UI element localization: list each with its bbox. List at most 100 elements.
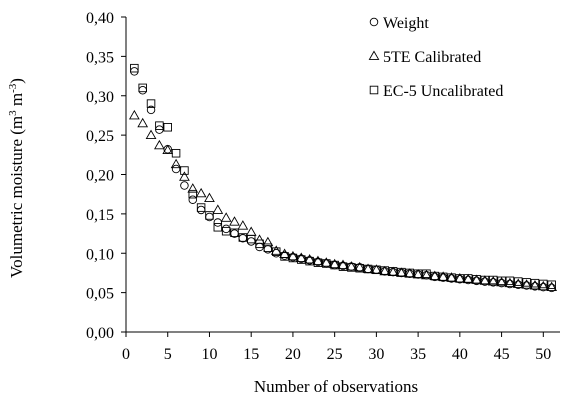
data-point-triangle — [154, 139, 165, 150]
data-point-square — [313, 258, 323, 267]
x-axis-title: Number of observations — [254, 377, 418, 396]
legend-triangle-marker — [368, 50, 380, 60]
data-point-square — [355, 263, 364, 273]
data-point-triangle — [546, 281, 558, 292]
data-point-square — [463, 274, 473, 283]
data-point-square — [138, 83, 147, 93]
data-point-square — [522, 278, 531, 287]
x-tick-label: 5 — [164, 346, 172, 363]
data-point-triangle — [329, 258, 341, 269]
x-ticks: 0 5 10 15 20 25 30 35 40 45 50 — [122, 332, 551, 363]
data-point-triangle — [421, 269, 432, 280]
x-tick-label: 0 — [122, 346, 130, 363]
x-tick-label: 40 — [452, 346, 468, 363]
data-point-triangle — [212, 204, 224, 214]
data-point-square — [397, 267, 406, 277]
data-point-square — [530, 278, 540, 288]
data-point-triangle — [312, 255, 324, 266]
data-point-square — [539, 279, 548, 289]
data-point-triangle — [320, 257, 332, 267]
legend-label: Weight — [383, 15, 429, 32]
legend-label: EC-5 Uncalibrated — [383, 83, 503, 100]
data-point-triangle — [162, 144, 174, 154]
data-point-square — [497, 276, 506, 286]
data-point-triangle — [487, 276, 499, 286]
y-ticks: 0,00 0,05 0,10 0,15 0,20 0,25 0,30 0,35 0,40 — [86, 10, 126, 342]
data-point-square — [163, 122, 172, 132]
data-point-square — [263, 243, 273, 252]
data-point-triangle — [304, 254, 315, 264]
legend-item: Weight — [369, 15, 429, 32]
data-point-square — [280, 252, 289, 261]
data-point-square — [171, 148, 181, 158]
legend-item: 5TE Calibrated — [368, 49, 481, 66]
y-tick-label: 0,15 — [86, 207, 114, 224]
y-tick-label: 0,30 — [86, 89, 114, 106]
data-point-square — [196, 203, 206, 212]
data-point-square — [388, 267, 398, 276]
data-point-square — [246, 234, 256, 244]
data-point-triangle — [354, 261, 366, 272]
x-tick-label: 20 — [285, 346, 301, 363]
data-point-square — [338, 262, 348, 271]
data-point-square — [238, 233, 248, 242]
legend-item: EC-5 Uncalibrated — [369, 83, 503, 100]
y-axis-title: Volumetric moisture (m3 m-3) — [7, 78, 26, 278]
data-point-triangle — [529, 280, 541, 290]
x-tick-label: 35 — [410, 346, 426, 363]
data-point-triangle — [504, 277, 516, 288]
data-point-square — [271, 247, 281, 256]
x-tick-label: 50 — [535, 346, 551, 363]
data-point-square — [380, 266, 389, 275]
data-point-circle — [221, 224, 231, 234]
data-point-triangle — [195, 187, 207, 198]
data-point-triangle — [537, 280, 549, 291]
legend-circle-marker — [369, 17, 379, 27]
data-point-triangle — [270, 245, 282, 255]
data-point-triangle — [220, 212, 232, 222]
data-point-triangle — [229, 216, 240, 226]
data-point-triangle — [512, 278, 524, 288]
data-point-square — [255, 239, 264, 249]
data-point-circle — [180, 181, 189, 190]
y-tick-label: 0,10 — [86, 246, 114, 263]
data-point-triangle — [496, 276, 507, 287]
data-point-circle — [255, 242, 264, 252]
data-point-square — [297, 255, 306, 264]
data-point-square — [221, 226, 231, 236]
data-point-circle — [146, 105, 156, 115]
data-point-circle — [213, 218, 223, 227]
data-point-triangle — [262, 236, 274, 247]
data-point-square — [288, 253, 298, 263]
data-point-square — [146, 99, 156, 108]
data-point-square — [472, 274, 481, 284]
data-point-triangle — [237, 220, 249, 230]
data-point-triangle — [137, 117, 149, 128]
data-point-circle — [138, 85, 147, 95]
data-point-triangle — [279, 248, 290, 258]
data-point-circle — [246, 237, 256, 246]
data-point-triangle — [187, 183, 199, 193]
data-point-square — [505, 276, 515, 286]
data-point-square — [155, 121, 164, 130]
data-point-circle — [196, 205, 206, 215]
data-point-triangle — [345, 261, 357, 271]
data-point-triangle — [170, 158, 182, 169]
legend: Weight 5TE Calibrated EC-5 Uncalibrated — [368, 15, 503, 100]
data-point-square — [322, 259, 331, 268]
x-tick-label: 10 — [201, 346, 217, 363]
data-point-square — [455, 274, 465, 283]
legend-square-marker — [369, 85, 379, 95]
data-point-square — [347, 263, 356, 272]
data-point-square — [372, 265, 381, 275]
data-point-circle — [171, 164, 181, 174]
x-tick-label: 25 — [327, 346, 343, 363]
data-markers — [128, 63, 558, 293]
series-square — [130, 63, 556, 290]
data-point-square — [230, 228, 239, 238]
y-tick-label: 0,20 — [86, 168, 114, 185]
data-point-square — [447, 273, 456, 282]
data-point-square — [213, 223, 223, 232]
data-point-triangle — [128, 109, 140, 120]
data-point-square — [430, 271, 440, 281]
